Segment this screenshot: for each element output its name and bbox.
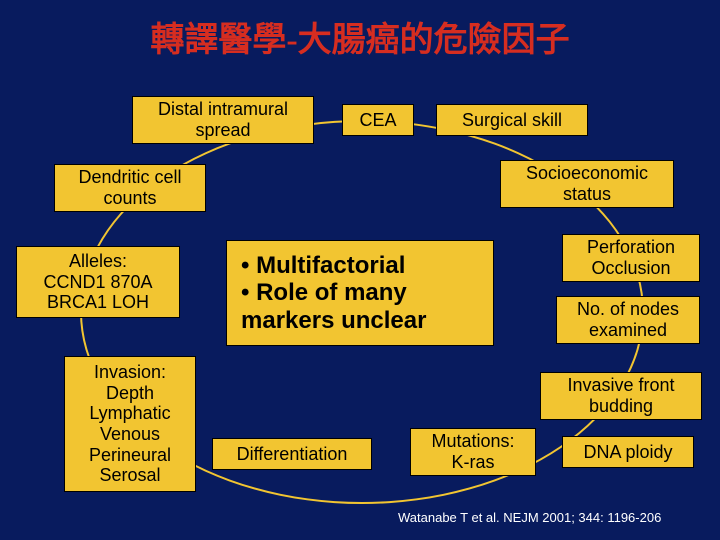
- factor-invasion-line: Depth: [106, 383, 154, 404]
- factor-invfront-line: Invasive front: [567, 375, 674, 396]
- factor-cea: CEA: [342, 104, 414, 136]
- factor-invasion-line: Venous: [100, 424, 160, 445]
- citation: Watanabe T et al. NEJM 2001; 344: 1196-2…: [398, 510, 661, 525]
- factor-alleles-line: BRCA1 LOH: [47, 292, 149, 313]
- factor-distal-line: Distal intramural: [158, 99, 288, 120]
- factor-diff-line: Differentiation: [237, 444, 348, 465]
- factor-alleles: Alleles:CCND1 870ABRCA1 LOH: [16, 246, 180, 318]
- factor-nodesex-line: No. of nodes: [577, 299, 679, 320]
- factor-invasion-line: Invasion:: [94, 362, 166, 383]
- factor-dna: DNA ploidy: [562, 436, 694, 468]
- factor-surgskill-line: Surgical skill: [462, 110, 562, 131]
- factor-invfront: Invasive frontbudding: [540, 372, 702, 420]
- factor-nodesex-line: examined: [589, 320, 667, 341]
- factor-invasion-line: Lymphatic: [89, 403, 170, 424]
- factor-cea-line: CEA: [359, 110, 396, 131]
- factor-mut-line: K-ras: [451, 452, 494, 473]
- factor-diff: Differentiation: [212, 438, 372, 470]
- center-line: • Multifactorial: [241, 252, 405, 280]
- factor-perf-line: Occlusion: [591, 258, 670, 279]
- center-message: • Multifactorial• Role of manymarkers un…: [226, 240, 494, 346]
- center-line: • Role of many: [241, 279, 407, 307]
- factor-dendritic: Dendritic cellcounts: [54, 164, 206, 212]
- center-line: markers unclear: [241, 307, 426, 335]
- factor-surgskill: Surgical skill: [436, 104, 588, 136]
- factor-socio: Socioeconomicstatus: [500, 160, 674, 208]
- factor-alleles-line: Alleles:: [69, 251, 127, 272]
- factor-invfront-line: budding: [589, 396, 653, 417]
- slide-title: 轉譯醫學-大腸癌的危險因子: [0, 12, 720, 61]
- factor-dna-line: DNA ploidy: [583, 442, 672, 463]
- factor-invasion-line: Serosal: [99, 465, 160, 486]
- factor-invasion: Invasion:DepthLymphaticVenousPerineuralS…: [64, 356, 196, 492]
- factor-nodesex: No. of nodesexamined: [556, 296, 700, 344]
- factor-dendritic-line: Dendritic cell: [78, 167, 181, 188]
- factor-mut: Mutations:K-ras: [410, 428, 536, 476]
- factor-socio-line: status: [563, 184, 611, 205]
- factor-invasion-line: Perineural: [89, 445, 171, 466]
- factor-distal-line: spread: [195, 120, 250, 141]
- factor-perf-line: Perforation: [587, 237, 675, 258]
- factor-perf: PerforationOcclusion: [562, 234, 700, 282]
- factor-dendritic-line: counts: [103, 188, 156, 209]
- factor-mut-line: Mutations:: [431, 431, 514, 452]
- factor-distal: Distal intramuralspread: [132, 96, 314, 144]
- factor-alleles-line: CCND1 870A: [43, 272, 152, 293]
- factor-socio-line: Socioeconomic: [526, 163, 648, 184]
